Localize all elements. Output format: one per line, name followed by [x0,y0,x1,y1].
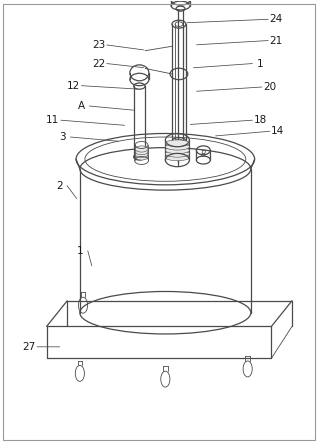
Ellipse shape [165,151,190,157]
Text: B: B [201,150,206,159]
Text: 21: 21 [270,36,283,46]
Text: 14: 14 [271,126,284,136]
Text: 27: 27 [23,342,36,352]
Text: 1: 1 [257,59,264,68]
Text: 20: 20 [263,82,276,92]
Ellipse shape [135,154,148,160]
Text: 1: 1 [77,246,83,256]
Ellipse shape [135,151,148,157]
Text: 18: 18 [254,115,267,125]
Ellipse shape [165,154,190,161]
Ellipse shape [165,147,190,154]
Text: 23: 23 [92,40,106,50]
Text: 3: 3 [59,132,66,142]
Ellipse shape [165,140,190,147]
Ellipse shape [135,146,148,152]
Text: 24: 24 [270,14,283,24]
Text: 22: 22 [92,59,106,68]
Text: A: A [78,101,85,111]
Ellipse shape [165,143,190,150]
Text: 2: 2 [56,181,63,191]
Text: 11: 11 [46,115,59,125]
Text: 12: 12 [67,81,80,91]
Ellipse shape [135,149,148,155]
